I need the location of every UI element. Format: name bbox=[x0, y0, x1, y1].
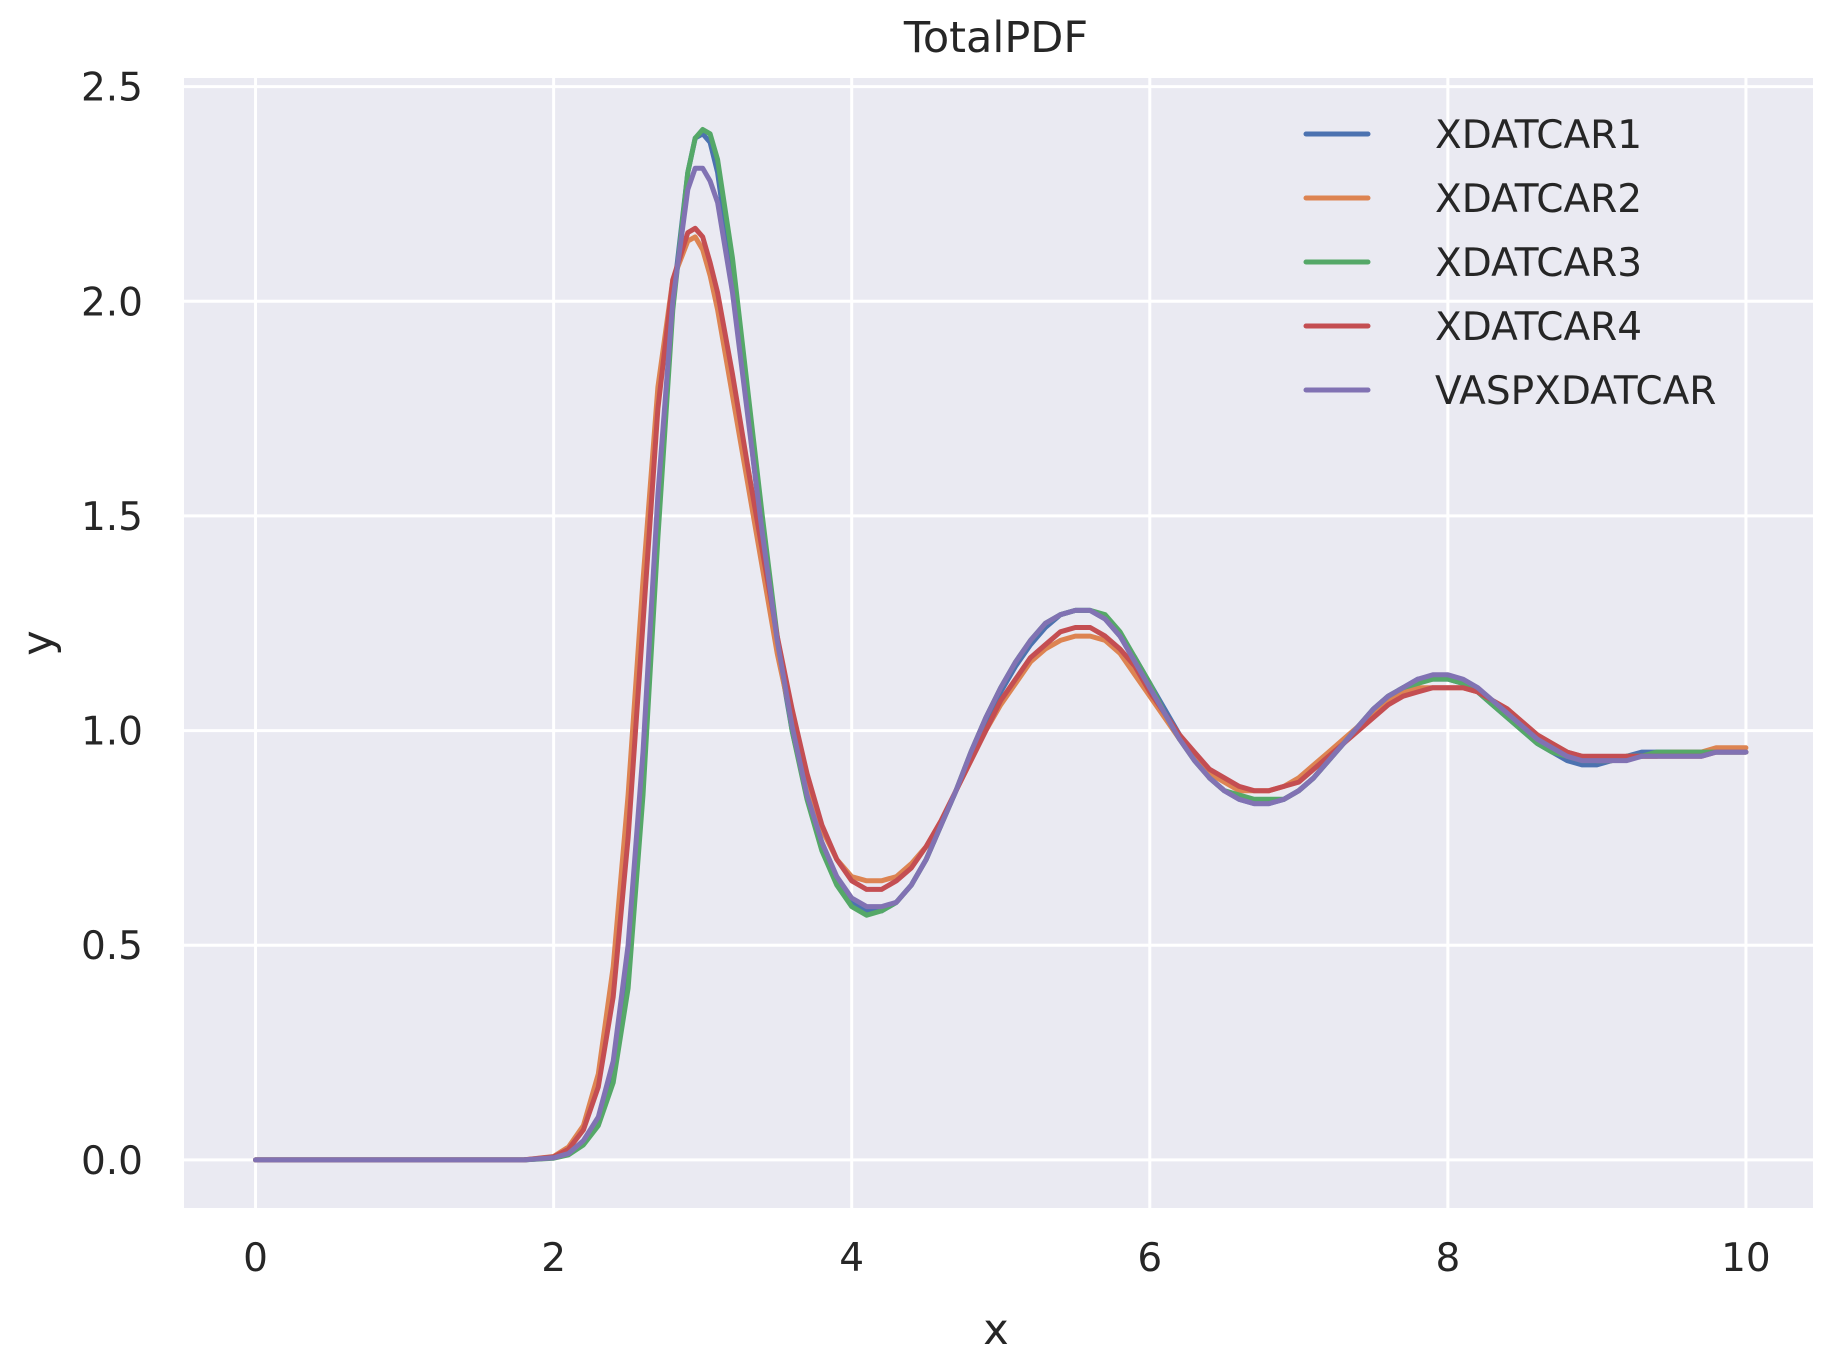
x-tick-label: 8 bbox=[1435, 1236, 1460, 1281]
series-line-xdatcar3 bbox=[253, 127, 1749, 1163]
x-tick-label: 6 bbox=[1137, 1236, 1162, 1281]
legend-label: XDATCAR4 bbox=[1435, 305, 1642, 350]
legend-label: XDATCAR3 bbox=[1435, 241, 1642, 286]
y-tick-label: 2.0 bbox=[81, 280, 143, 325]
chart-title: TotalPDF bbox=[903, 13, 1088, 63]
y-axis-label: y bbox=[13, 630, 63, 655]
y-tick-label: 1.5 bbox=[81, 495, 143, 540]
x-tick-labels: 0 2 4 6 8 10 bbox=[243, 1236, 1771, 1281]
legend-label: XDATCAR2 bbox=[1435, 177, 1642, 222]
y-tick-label: 0.5 bbox=[81, 924, 143, 969]
y-tick-label: 1.0 bbox=[81, 710, 143, 755]
x-tick-label: 4 bbox=[839, 1236, 864, 1281]
legend-label: VASPXDATCAR bbox=[1435, 369, 1716, 414]
x-tick-label: 0 bbox=[243, 1236, 268, 1281]
y-tick-label: 0.0 bbox=[81, 1139, 143, 1184]
x-tick-label: 10 bbox=[1721, 1236, 1771, 1281]
legend-label: XDATCAR1 bbox=[1435, 113, 1642, 158]
series-line-xdatcar4 bbox=[253, 225, 1749, 1163]
x-tick-label: 2 bbox=[541, 1236, 566, 1281]
series-line-vaspxdatcar bbox=[253, 165, 1749, 1163]
series-lines bbox=[253, 127, 1749, 1163]
x-axis-label: x bbox=[983, 1305, 1008, 1355]
gridlines bbox=[184, 78, 1813, 1208]
y-tick-labels: 0.0 0.5 1.0 1.5 2.0 2.5 bbox=[81, 66, 143, 1184]
legend: XDATCAR1 XDATCAR2 XDATCAR3 XDATCAR4 VASPXDAT… bbox=[1303, 113, 1716, 414]
plot-area bbox=[184, 78, 1813, 1208]
y-tick-label: 2.5 bbox=[81, 66, 143, 111]
